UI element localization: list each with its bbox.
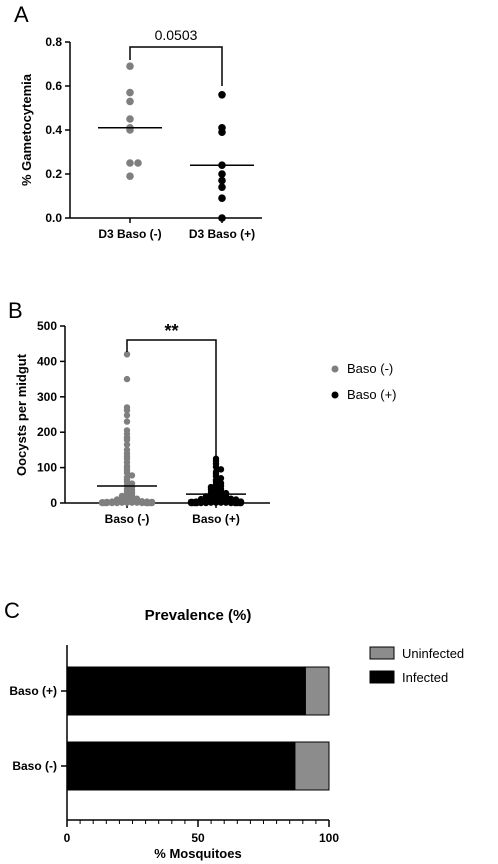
y-tick-label: 0.6 [45,79,62,93]
panel-c-xlabel: % Mosquitoes [154,846,241,861]
data-point [118,499,126,506]
y-tick-label: 100 [37,461,57,475]
data-point [222,499,230,506]
x-tick-label: Baso (+) [192,512,240,526]
bar-segment-uninfected [304,666,330,716]
data-point [126,97,134,106]
data-point [113,499,121,507]
panel-a-p-value: 0.0503 [155,27,198,43]
data-point [128,499,136,506]
x-tick-label: 0 [64,831,71,845]
data-point [133,499,141,506]
x-tick-label: D3 Baso (+) [189,227,255,241]
y-tick-label: 0.8 [45,35,62,49]
panel-letter-b: B [8,298,23,323]
panel-b-significance-stars: ** [164,321,178,341]
bracket-line [129,46,223,86]
panel-a-ylabel: % Gametocytemia [19,73,34,186]
data-point [217,466,225,473]
legend-swatch [369,670,395,684]
data-point [212,499,220,506]
data-point [123,436,131,444]
legend-label: Infected [402,670,448,685]
data-point [231,499,239,507]
data-point [126,172,134,180]
data-point [128,472,136,479]
data-point [123,375,131,383]
y-tick-label: 400 [37,354,57,368]
panel-a: A % Gametocytemia 0.0 0.2 0.4 0.6 0.8 D3 Baso… [14,2,262,241]
data-point [193,499,201,507]
data-point [123,441,131,448]
data-point [218,183,226,191]
data-point [202,499,210,507]
data-point [218,170,226,178]
panel-letter-c: C [4,598,20,623]
data-point [218,214,226,222]
data-point [123,469,131,477]
data-point [123,418,131,425]
x-tick-label: 100 [319,831,339,845]
y-tick-label: 0.0 [45,211,62,225]
y-tick-label: 500 [37,319,57,333]
data-point [102,499,109,507]
x-tick-label: 50 [191,831,205,845]
y-tick-label: 0 [50,496,57,510]
data-point [212,463,220,471]
legend-label: Baso (-) [347,361,393,376]
legend-swatch [369,646,395,660]
bar-segment-uninfected [294,741,330,791]
data-point [123,499,131,506]
data-point [142,499,150,507]
y-tick-label: 0.2 [45,167,62,181]
y-tick-label: 300 [37,390,57,404]
data-point [207,499,215,506]
data-point [126,62,134,70]
y-tick-label: Baso (-) [12,759,57,773]
panel-c-title: Prevalence (%) [145,607,252,624]
data-point [126,159,134,167]
panel-b-ylabel: Oocysts per midgut [14,353,29,476]
legend-marker [331,365,339,373]
data-point [123,351,131,358]
panel-b: B Oocysts per midgut 0 100 200 300 400 500 Bas… [8,298,397,526]
data-point [217,499,225,506]
data-point [126,88,134,97]
panel-c: C Prevalence (%) % Mosquitoes 0 50 100 Baso… [4,598,464,861]
data-point [218,128,226,136]
panel-letter-a: A [14,2,29,27]
panel-b-significance-bracket [126,339,217,460]
x-tick-label: D3 Baso (-) [98,227,161,241]
data-point [218,176,226,185]
data-point [123,407,131,414]
data-point [217,475,225,482]
x-tick-label: Baso (-) [105,512,150,526]
data-point [218,194,226,202]
y-tick-label: 200 [37,425,57,439]
y-tick-label: 0.4 [45,123,62,137]
y-tick-label: Baso (+) [9,684,57,698]
bar-segment-infected [66,666,306,716]
legend-marker [331,391,339,399]
bracket-line [126,339,217,460]
panel-a-significance-bracket [129,46,223,86]
data-point [134,159,142,167]
data-point [126,115,134,123]
legend-label: Baso (+) [347,387,397,402]
bar-segment-infected [66,741,296,791]
data-point [218,91,226,99]
legend-label: Uninfected [402,646,464,661]
data-point [108,499,116,507]
data-point [123,412,131,419]
